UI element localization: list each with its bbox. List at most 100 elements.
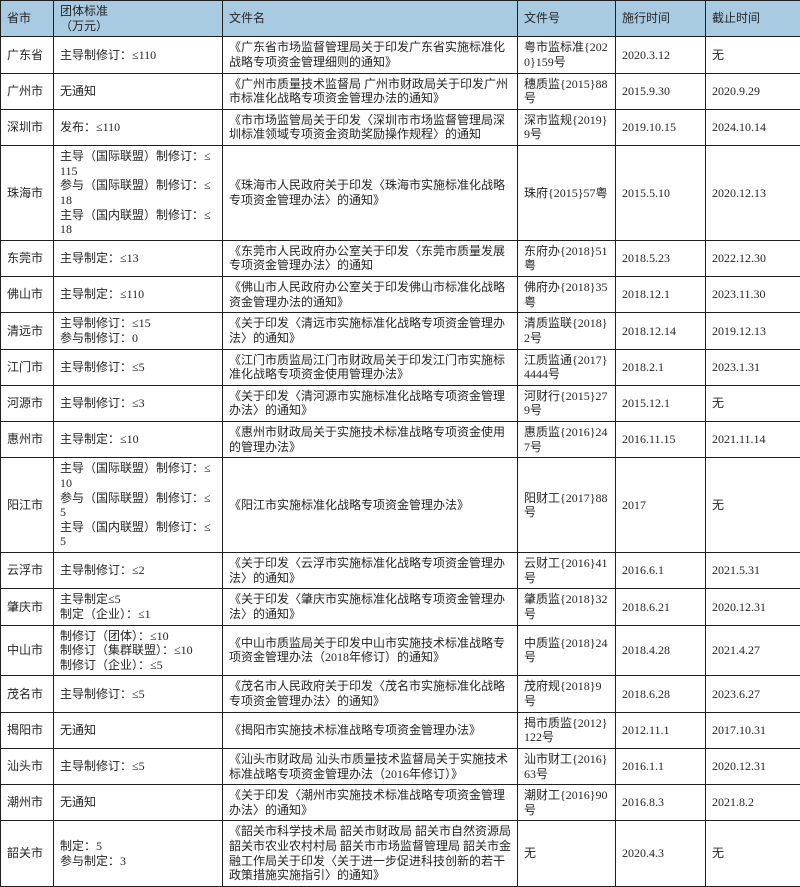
cell-filename: 《东莞市人民政府办公室关于印发〈东莞市质量发展专项资金管理办法〉的通知 xyxy=(223,240,518,276)
cell-file-no: 汕市财工{2016}63号 xyxy=(518,748,616,784)
cell-city: 东莞市 xyxy=(1,240,54,276)
cell-end-date: 2023.11.30 xyxy=(706,277,800,313)
cell-start-date: 2015.5.10 xyxy=(616,146,706,241)
cell-end-date: 2021.11.14 xyxy=(706,422,800,458)
cell-end-date: 2022.12.30 xyxy=(706,240,800,276)
cell-file-no: 潮财工{2016}90号 xyxy=(518,785,616,821)
cell-file-no: 珠府{2015}57粤 xyxy=(518,146,616,241)
standard-line: 主导制修订：≤5 xyxy=(60,360,216,375)
cell-filename: 《中山市质监局关于印发中山市实施技术标准战略专项资金管理办法（2018年修订）的… xyxy=(223,625,518,676)
standard-line: 参与（国际联盟）制修订：≤18 xyxy=(60,178,216,207)
cell-filename: 《韶关市科学技术局 韶关市财政局 韶关市自然资源局 韶关市农业农村村局 韶关市市… xyxy=(223,821,518,887)
cell-filename: 《惠州市财政局关于实施技术标准战略专项资金使用的管理办法》 xyxy=(223,422,518,458)
cell-city: 河源市 xyxy=(1,385,54,421)
cell-end-date: 2017.10.31 xyxy=(706,712,800,748)
standard-line: 制修订（集群联盟）：≤10 xyxy=(60,643,216,658)
cell-standard: 无通知 xyxy=(54,73,223,109)
table-header-row: 省市 团体标准 （万元） 文件名 文件号 施行时间 截止时间 xyxy=(1,1,800,37)
cell-standard: 主导制定：≤13 xyxy=(54,240,223,276)
standard-line: 主导（国际联盟）制修订：≤10 xyxy=(60,461,216,490)
cell-file-no: 河财行{2015}279号 xyxy=(518,385,616,421)
cell-filename: 《珠海市人民政府关于印发〈珠海市实施标准化战略专项资金管理办法〉的通知》 xyxy=(223,146,518,241)
cell-filename: 《关于印发〈肇庆市实施标准化战略专项资金管理办法〉的通知》 xyxy=(223,589,518,625)
cell-city: 广州市 xyxy=(1,73,54,109)
cell-filename: 《广东省市场监督管理局关于印发广东省实施标准化战略专项资金管理细则的通知》 xyxy=(223,37,518,73)
standard-line: 主导（国内联盟）制修订：≤5 xyxy=(60,520,216,549)
cell-filename: 《市市场监管局关于印发〈深圳市市场监督管理局深圳标准领域专项资金资助奖励操作规程… xyxy=(223,109,518,145)
cell-start-date: 2016.8.3 xyxy=(616,785,706,821)
standard-line: 主导制定≤5 xyxy=(60,592,216,607)
table-row: 广州市无通知《广州市质量技术监督局 广州市财政局关于印发广州市标准化战略专项资金… xyxy=(1,73,800,109)
standard-line: 主导制修订：≤110 xyxy=(60,48,216,63)
cell-city: 清远市 xyxy=(1,313,54,349)
cell-end-date: 2021.4.27 xyxy=(706,625,800,676)
cell-city: 云浮市 xyxy=(1,553,54,589)
cell-end-date: 2021.8.2 xyxy=(706,785,800,821)
standard-line: 主导制修订：≤2 xyxy=(60,563,216,578)
standard-line: 主导制修订：≤3 xyxy=(60,396,216,411)
cell-end-date: 2020.12.31 xyxy=(706,589,800,625)
cell-city: 韶关市 xyxy=(1,821,54,887)
header-start-date: 施行时间 xyxy=(616,1,706,37)
cell-start-date: 2016.1.1 xyxy=(616,748,706,784)
cell-end-date: 2020.12.13 xyxy=(706,146,800,241)
cell-start-date: 2019.10.15 xyxy=(616,109,706,145)
cell-filename: 《广州市质量技术监督局 广州市财政局关于印发广州市标准化战略专项资金管理办法的通… xyxy=(223,73,518,109)
standard-line: 制修订（企业）：≤5 xyxy=(60,658,216,673)
cell-end-date: 无 xyxy=(706,385,800,421)
cell-file-no: 惠质监{2016}247号 xyxy=(518,422,616,458)
cell-city: 江门市 xyxy=(1,349,54,385)
cell-standard: 主导制修订：≤5 xyxy=(54,676,223,712)
cell-end-date: 2021.5.31 xyxy=(706,553,800,589)
standard-line: 主导制修订：≤5 xyxy=(60,759,216,774)
table-row: 惠州市主导制定：≤10《惠州市财政局关于实施技术标准战略专项资金使用的管理办法》… xyxy=(1,422,800,458)
standard-line: 无通知 xyxy=(60,795,216,810)
cell-start-date: 2016.11.15 xyxy=(616,422,706,458)
table-row: 潮州市无通知《关于印发〈潮州市实施技术标准战略专项资金管理办法〉的通知》潮财工{… xyxy=(1,785,800,821)
cell-start-date: 2017 xyxy=(616,458,706,553)
standard-line: 制修订（团体）：≤10 xyxy=(60,629,216,644)
cell-city: 广东省 xyxy=(1,37,54,73)
cell-file-no: 云财工{2016}41号 xyxy=(518,553,616,589)
cell-file-no: 深市监规{2019}9号 xyxy=(518,109,616,145)
cell-file-no: 佛府办{2018}35粤 xyxy=(518,277,616,313)
table-row: 东莞市主导制定：≤13《东莞市人民政府办公室关于印发〈东莞市质量发展专项资金管理… xyxy=(1,240,800,276)
cell-filename: 《关于印发〈云浮市实施标准化战略专项资金管理办法〉的通知》 xyxy=(223,553,518,589)
cell-end-date: 无 xyxy=(706,37,800,73)
header-file-no: 文件号 xyxy=(518,1,616,37)
header-group-standard: 团体标准 （万元） xyxy=(54,1,223,37)
cell-start-date: 2018.4.28 xyxy=(616,625,706,676)
cell-filename: 《佛山市人民政府办公室关于印发佛山市标准化战略资金管理办法的通知》 xyxy=(223,277,518,313)
cell-city: 肇庆市 xyxy=(1,589,54,625)
cell-filename: 《关于印发〈潮州市实施技术标准战略专项资金管理办法〉的通知》 xyxy=(223,785,518,821)
cell-file-no: 茂府规{2018}9号 xyxy=(518,676,616,712)
cell-start-date: 2015.12.1 xyxy=(616,385,706,421)
cell-filename: 《关于印发〈清河源市实施标准化战略专项资金管理办法〉的通知》 xyxy=(223,385,518,421)
table-row: 河源市主导制修订：≤3 《关于印发〈清河源市实施标准化战略专项资金管理办法〉的通知… xyxy=(1,385,800,421)
cell-file-no: 清质监联{2018}2号 xyxy=(518,313,616,349)
table-body: 广东省主导制修订：≤110 《广东省市场监督管理局关于印发广东省实施标准化战略专项… xyxy=(1,37,800,887)
standard-line: 主导（国内联盟）制修订：≤18 xyxy=(60,208,216,237)
standard-line: 无通知 xyxy=(60,723,216,738)
cell-start-date: 2018.12.1 xyxy=(616,277,706,313)
standard-line: 参与制定：3 xyxy=(60,854,216,869)
standard-line: 主导制修订：≤5 xyxy=(60,687,216,702)
cell-file-no: 东府办{2018}51粤 xyxy=(518,240,616,276)
table-row: 揭阳市无通知《揭阳市实施技术标准战略专项资金管理办法》揭市质监{2012}122… xyxy=(1,712,800,748)
cell-start-date: 2018.6.28 xyxy=(616,676,706,712)
table-row: 云浮市主导制修订：≤2 《关于印发〈云浮市实施标准化战略专项资金管理办法〉的通知》… xyxy=(1,553,800,589)
cell-standard: 主导制修订：≤3 xyxy=(54,385,223,421)
cell-start-date: 2016.6.1 xyxy=(616,553,706,589)
cell-start-date: 2012.11.1 xyxy=(616,712,706,748)
table-row: 汕头市主导制修订：≤5《汕头市财政局 汕头市质量技术监督局关于实施技术标准战略专… xyxy=(1,748,800,784)
cell-end-date: 2023.1.31 xyxy=(706,349,800,385)
